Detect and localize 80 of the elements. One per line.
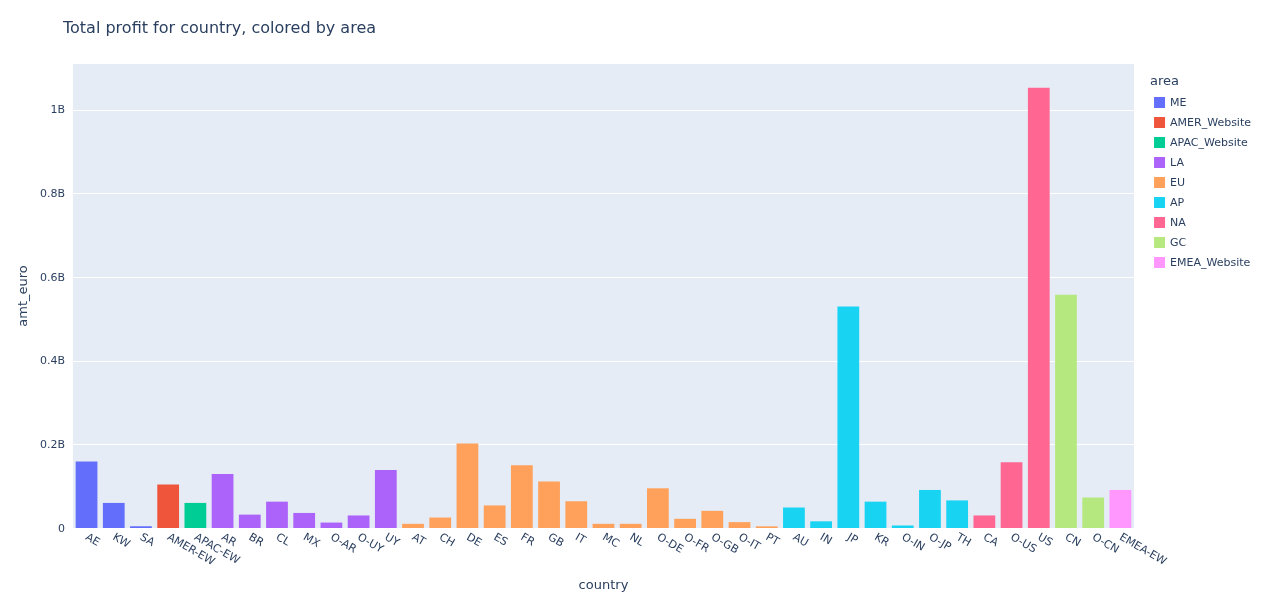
y-tick-label: 0.8B xyxy=(39,187,65,201)
bar xyxy=(728,522,751,528)
x-tick-label: MC xyxy=(600,530,622,551)
x-tick-label: O-JP xyxy=(926,530,954,554)
bar xyxy=(238,514,261,528)
x-tick-label: O-IN xyxy=(899,530,928,554)
x-tick-label: BR xyxy=(246,530,267,550)
bar xyxy=(1109,489,1132,528)
x-tick-label: SA xyxy=(137,530,158,550)
legend-label: NA xyxy=(1170,216,1187,229)
x-tick-label: CA xyxy=(981,530,1002,550)
x-tick-label: MX xyxy=(300,530,323,551)
bar xyxy=(429,517,452,528)
x-tick-label: CN xyxy=(1062,530,1083,550)
bar xyxy=(102,502,125,528)
bar xyxy=(810,521,833,528)
y-tick-label: 0.2B xyxy=(39,437,65,451)
bar xyxy=(674,518,696,528)
x-tick-label: CL xyxy=(273,530,293,549)
bar xyxy=(211,474,234,528)
x-tick-label: GB xyxy=(545,530,567,550)
bar xyxy=(973,515,996,528)
bar xyxy=(946,500,969,528)
x-tick-label: NL xyxy=(627,530,648,550)
bar xyxy=(837,306,860,528)
y-tick-label: 1B xyxy=(50,103,65,117)
legend-label: AP xyxy=(1170,196,1185,209)
y-axis-title: amt_euro xyxy=(15,265,30,327)
bar xyxy=(919,489,941,528)
x-axis-title: country xyxy=(578,577,629,592)
x-tick-label: DE xyxy=(464,530,485,550)
x-tick-label: AT xyxy=(409,530,429,549)
bar xyxy=(402,523,424,528)
bar xyxy=(1055,294,1077,528)
x-tick-label: AU xyxy=(790,530,811,550)
x-tick-label: ES xyxy=(491,530,510,549)
x-tick-label: TH xyxy=(953,529,974,550)
bar xyxy=(619,523,642,528)
bar xyxy=(1027,87,1050,528)
bar xyxy=(293,512,316,528)
x-tick-label: FR xyxy=(518,530,538,549)
legend-label: EMEA_Website xyxy=(1170,256,1251,269)
legend-title: area xyxy=(1150,73,1180,88)
x-tick-label: IN xyxy=(817,530,835,548)
bar xyxy=(891,525,914,528)
y-tick-label: 0.6B xyxy=(39,270,65,284)
bar xyxy=(538,481,560,528)
legend-label: GC xyxy=(1170,236,1187,249)
bar xyxy=(647,488,669,528)
bar xyxy=(456,443,479,528)
bar xyxy=(347,515,370,528)
bar xyxy=(864,501,887,528)
x-tick-label: IT xyxy=(573,530,589,547)
bar xyxy=(157,484,180,528)
x-tick-label: AE xyxy=(83,530,103,549)
bar xyxy=(565,501,588,528)
x-tick-label: CH xyxy=(436,530,458,550)
bar xyxy=(1082,497,1105,528)
chart-title: Total profit for country, colored by area xyxy=(62,17,377,37)
legend-label: ME xyxy=(1170,96,1187,109)
bar xyxy=(184,502,207,528)
bar xyxy=(483,505,506,528)
y-tick-label: 0 xyxy=(57,521,65,535)
bar xyxy=(266,501,288,528)
x-tick-label: KW xyxy=(110,530,133,551)
bar xyxy=(374,469,397,528)
bar xyxy=(783,507,805,528)
legend-label: APAC_Website xyxy=(1170,136,1249,149)
y-tick-label: 0.4B xyxy=(39,354,65,368)
x-tick-label: JP xyxy=(844,529,861,547)
bar xyxy=(1000,462,1023,528)
x-tick-label: PT xyxy=(763,530,782,549)
legend-label: LA xyxy=(1170,156,1185,169)
bar xyxy=(510,465,533,528)
bar xyxy=(592,523,615,528)
bar xyxy=(701,510,724,528)
legend-label: AMER_Website xyxy=(1170,116,1252,129)
bar xyxy=(75,461,98,528)
x-tick-label: KR xyxy=(872,530,892,550)
legend-label: EU xyxy=(1170,176,1186,189)
